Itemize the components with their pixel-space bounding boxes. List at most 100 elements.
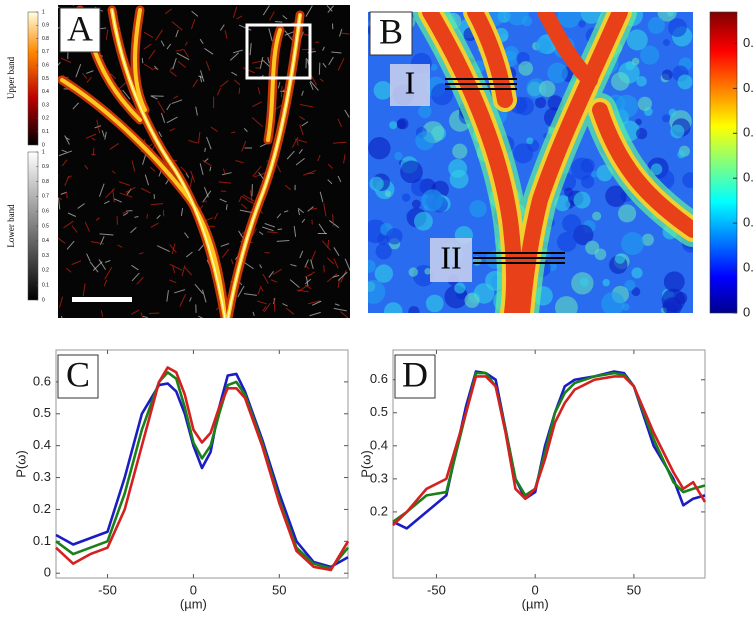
texture (641, 233, 655, 246)
texture (322, 62, 327, 68)
texture (299, 124, 304, 136)
texture (92, 148, 95, 156)
texture (650, 163, 663, 175)
texture (662, 38, 671, 47)
texture (580, 158, 595, 173)
y-axis-label: P(ω) (358, 450, 373, 477)
texture (557, 12, 582, 28)
texture (386, 228, 403, 245)
texture (169, 70, 177, 77)
texture (327, 163, 333, 169)
texture (504, 45, 519, 61)
texture (526, 137, 534, 145)
texture (198, 315, 204, 318)
texture (621, 232, 645, 256)
x-tick-label: 0 (532, 582, 539, 597)
texture (229, 52, 239, 61)
texture (333, 247, 340, 256)
texture (169, 263, 183, 271)
texture (166, 116, 178, 124)
colorbar-tick-label: 0 (42, 297, 45, 303)
texture (75, 63, 82, 78)
x-tick-label: -50 (98, 582, 117, 597)
texture (259, 285, 264, 292)
texture (304, 284, 312, 290)
texture (307, 59, 310, 65)
texture (169, 66, 174, 71)
texture (411, 199, 421, 209)
texture (224, 30, 228, 39)
texture (240, 203, 248, 210)
texture (282, 15, 288, 20)
texture (122, 89, 131, 100)
texture (326, 257, 335, 265)
texture (262, 226, 274, 232)
y-tick-label: 0.1 (33, 533, 51, 548)
texture (189, 175, 194, 188)
y-axis-label: P(ω) (13, 450, 28, 477)
texture (71, 260, 82, 266)
texture (160, 112, 166, 123)
texture (242, 194, 255, 202)
texture (299, 116, 306, 121)
texture (469, 200, 487, 218)
colorbar-tick-label: 0.8 (42, 36, 49, 42)
colorbar-tick-label: 0 (42, 142, 45, 148)
texture (136, 276, 144, 285)
texture (400, 160, 423, 184)
texture (262, 306, 267, 312)
texture (636, 128, 648, 140)
texture (270, 279, 278, 283)
texture (122, 210, 128, 214)
texture (172, 265, 176, 274)
texture (96, 119, 101, 134)
texture (58, 198, 61, 210)
texture (65, 137, 70, 141)
texture (384, 190, 392, 197)
texture (322, 46, 325, 51)
texture (58, 196, 62, 201)
colorbar-tick-label: 0.4 (42, 89, 49, 95)
texture (131, 160, 136, 172)
texture (158, 131, 163, 138)
texture (249, 43, 252, 56)
colorbar-tick-label: 0.2 (743, 215, 753, 230)
texture (58, 193, 59, 195)
x-axis-label: (µm) (180, 596, 207, 611)
colorbar-tick-label: 0.6 (42, 63, 49, 69)
texture (218, 181, 232, 184)
texture (668, 108, 677, 117)
texture (142, 153, 147, 165)
texture (415, 131, 435, 151)
texture (101, 130, 105, 137)
texture (284, 30, 294, 41)
y-tick-label: 0.2 (370, 503, 388, 518)
texture (155, 29, 163, 41)
texture (77, 203, 85, 209)
texture (66, 191, 68, 199)
texture (605, 185, 627, 207)
texture (274, 20, 283, 23)
texture (276, 239, 290, 242)
texture (192, 79, 199, 88)
texture (58, 150, 73, 157)
texture (547, 62, 568, 84)
texture (91, 137, 96, 141)
texture (333, 258, 339, 269)
texture (538, 80, 556, 98)
texture (130, 226, 137, 234)
colorbar-tick-label: 1 (42, 149, 45, 155)
texture (232, 49, 243, 54)
panel-label: C (66, 354, 90, 394)
texture (202, 289, 207, 303)
texture (377, 233, 389, 246)
texture (384, 302, 403, 313)
texture (180, 166, 188, 174)
texture (329, 220, 340, 229)
texture (104, 260, 111, 263)
x-tick-label: 50 (627, 582, 641, 597)
texture (150, 166, 156, 172)
texture (113, 198, 122, 203)
texture (677, 74, 693, 90)
colorbar-tick-label: 0.6 (42, 209, 49, 215)
